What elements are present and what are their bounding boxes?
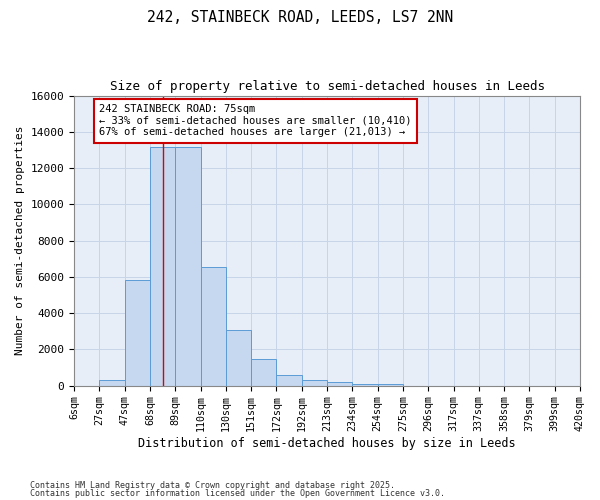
- Title: Size of property relative to semi-detached houses in Leeds: Size of property relative to semi-detach…: [110, 80, 545, 93]
- Bar: [277, 375, 302, 386]
- Bar: [150, 147, 175, 386]
- Text: Contains public sector information licensed under the Open Government Licence v3: Contains public sector information licen…: [30, 488, 445, 498]
- Text: 242 STAINBECK ROAD: 75sqm
← 33% of semi-detached houses are smaller (10,410)
67%: 242 STAINBECK ROAD: 75sqm ← 33% of semi-…: [100, 104, 412, 138]
- Bar: [327, 382, 352, 386]
- Bar: [251, 359, 277, 386]
- Bar: [226, 330, 251, 386]
- Bar: [100, 380, 125, 386]
- Text: Contains HM Land Registry data © Crown copyright and database right 2025.: Contains HM Land Registry data © Crown c…: [30, 481, 395, 490]
- Y-axis label: Number of semi-detached properties: Number of semi-detached properties: [15, 126, 25, 356]
- Bar: [352, 384, 377, 386]
- Bar: [175, 147, 200, 386]
- X-axis label: Distribution of semi-detached houses by size in Leeds: Distribution of semi-detached houses by …: [138, 437, 516, 450]
- Bar: [125, 280, 150, 386]
- Bar: [302, 380, 327, 386]
- Bar: [200, 267, 226, 386]
- Bar: [377, 384, 403, 386]
- Text: 242, STAINBECK ROAD, LEEDS, LS7 2NN: 242, STAINBECK ROAD, LEEDS, LS7 2NN: [147, 10, 453, 25]
